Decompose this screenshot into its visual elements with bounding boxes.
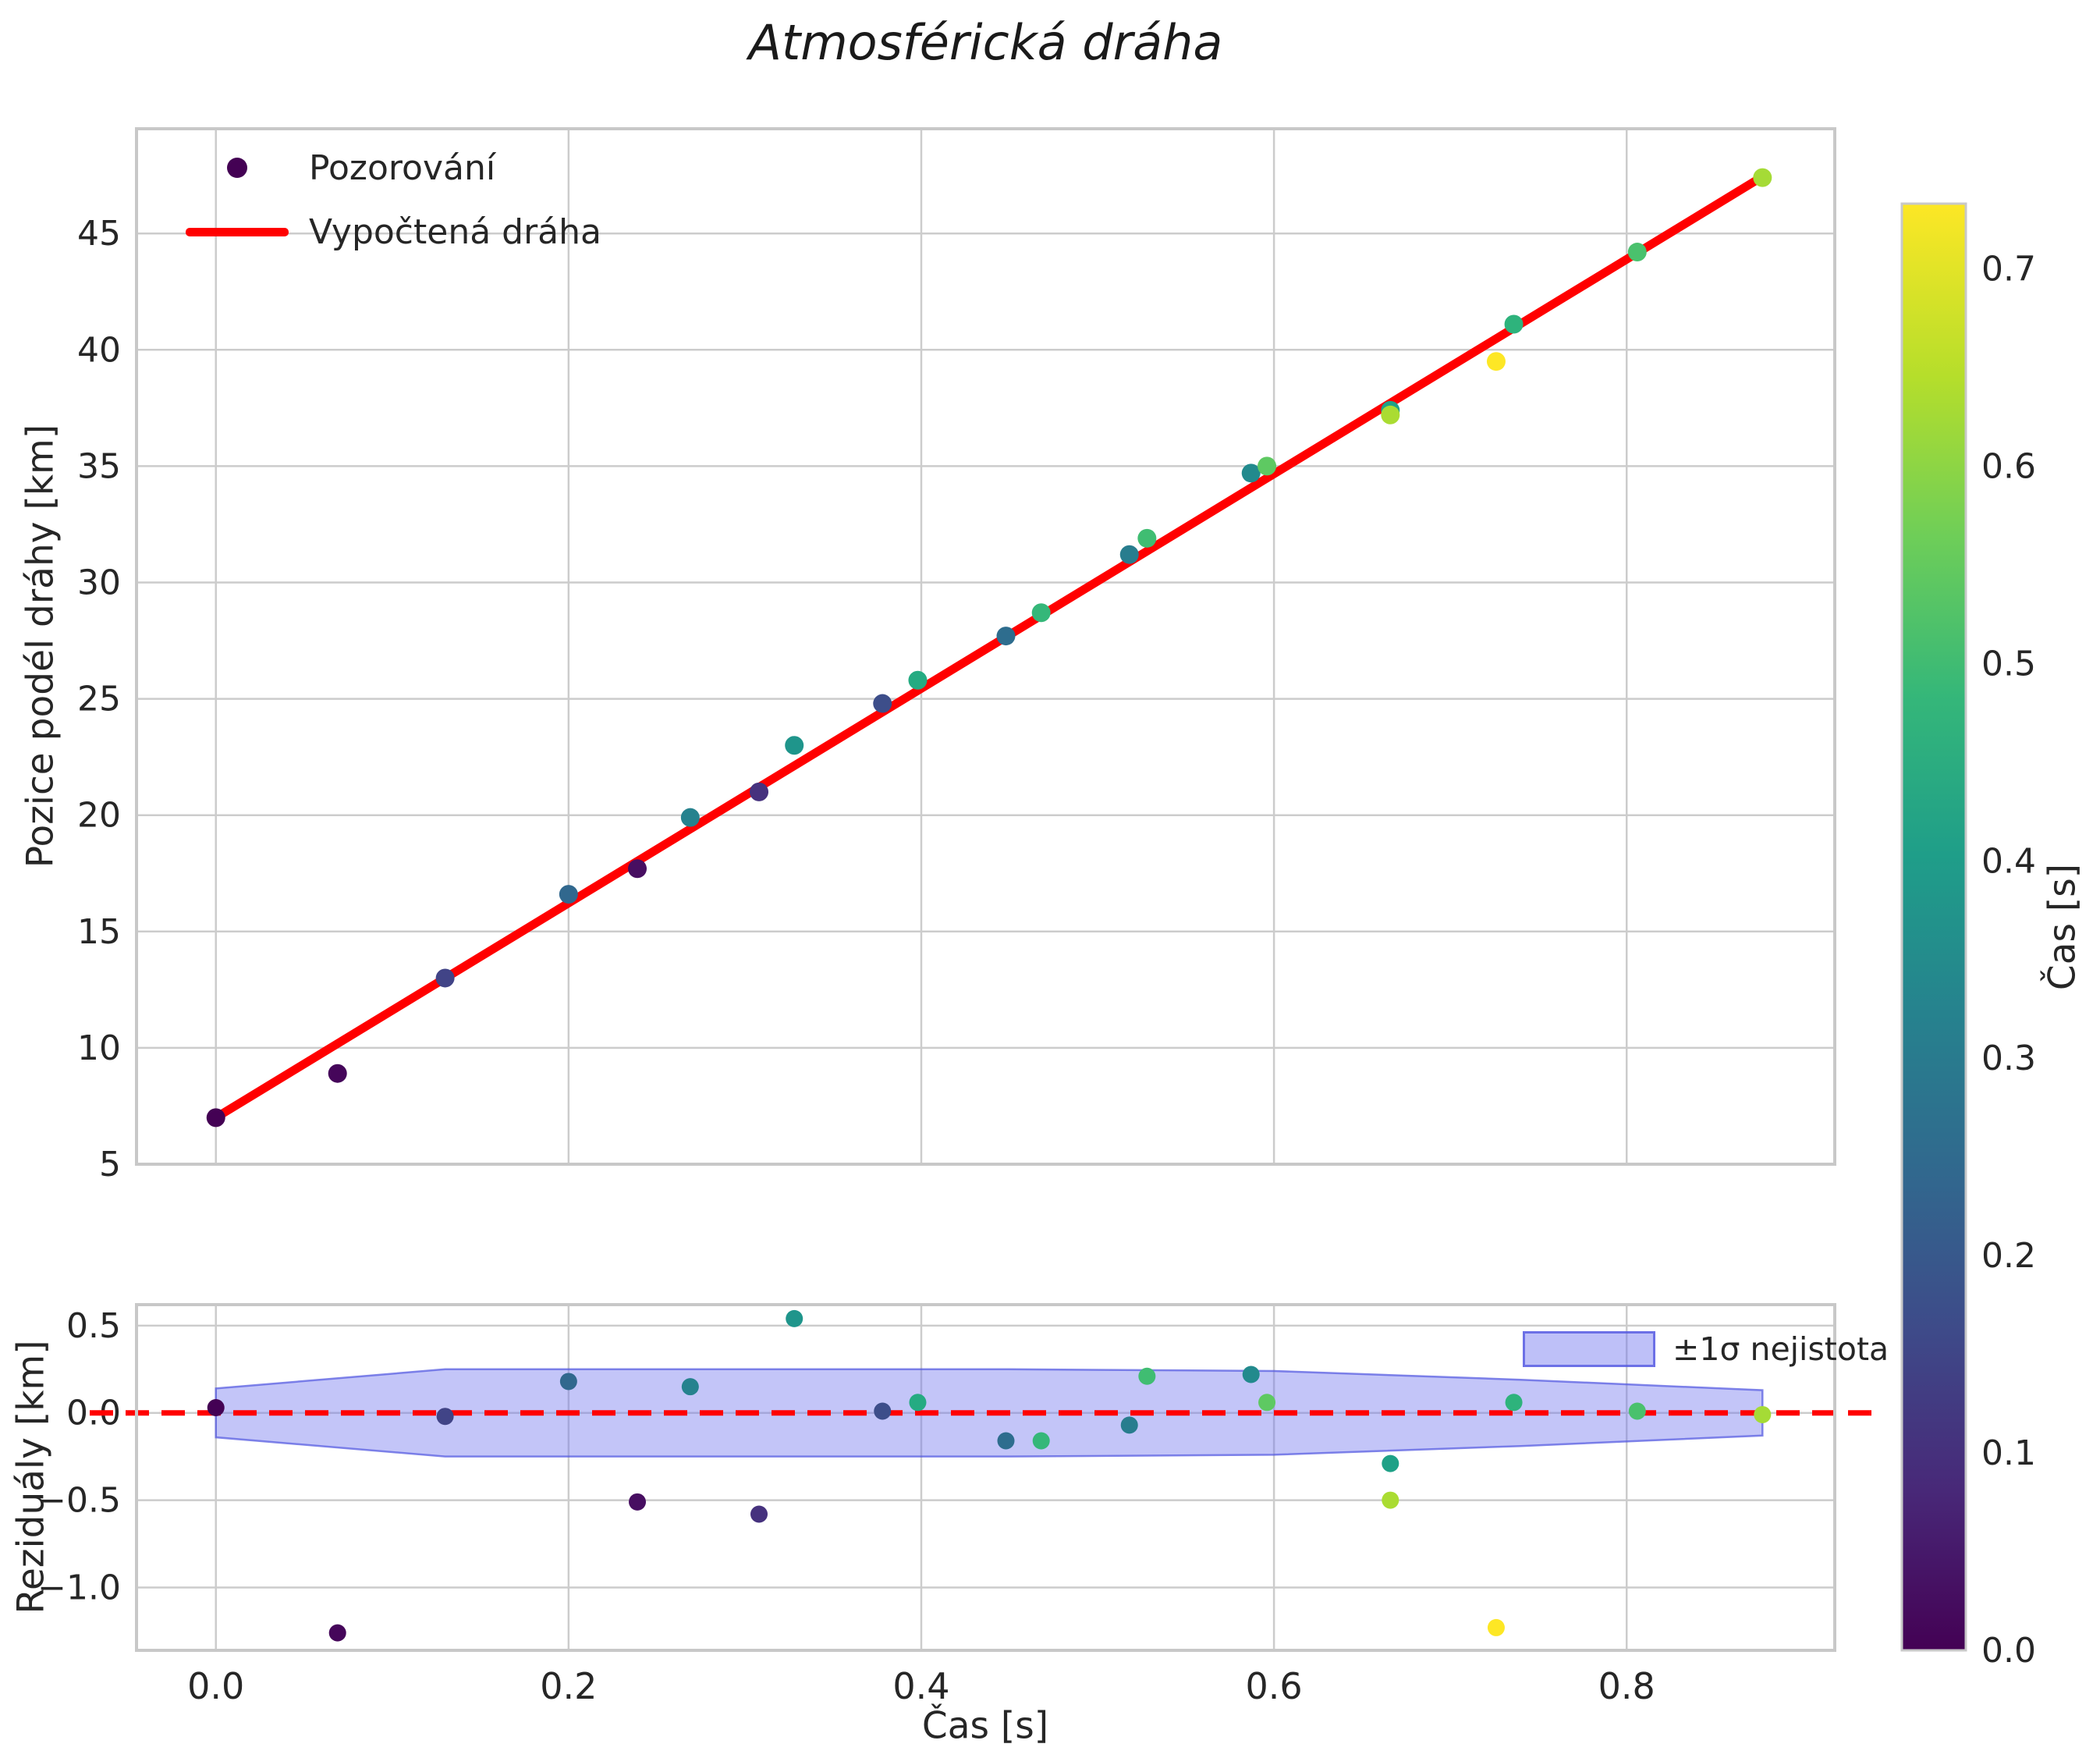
x-tick-label: 0.6 [1246, 1665, 1303, 1707]
x-tick-label: 0.0 [187, 1665, 244, 1707]
observation-point [328, 1064, 347, 1083]
observation-point [1486, 352, 1506, 371]
colorbar-tick-label: 0.3 [1981, 1039, 2036, 1078]
top-y-tick-label: 45 [77, 214, 121, 254]
residual-point [1120, 1416, 1138, 1434]
residual-point [909, 1394, 927, 1412]
x-tick-label: 0.2 [540, 1665, 597, 1707]
legend-item-fit: Vypočtená dráha [186, 209, 601, 254]
colorbar-tick-label: 0.2 [1981, 1236, 2036, 1276]
x-axis-label: Čas [s] [921, 1704, 1049, 1748]
x-tick-label: 0.4 [892, 1665, 949, 1707]
colorbar [1900, 202, 1967, 1652]
observation-point [873, 694, 892, 713]
observation-point [206, 1108, 225, 1128]
observation-point [628, 859, 647, 879]
residual-axes: −1.0−0.50.00.50.0 0.2 0.4 0.6 0.8 [37, 1305, 1882, 1707]
residual-point [874, 1402, 892, 1420]
residual-point [436, 1408, 454, 1426]
legend-item-observations: Pozorování [186, 145, 601, 190]
top-y-tick-label: 5 [99, 1145, 121, 1184]
observation-point [435, 968, 455, 988]
colorbar-tick-label: 0.4 [1981, 841, 2036, 881]
observation-point [559, 885, 578, 904]
observation-point [1241, 463, 1261, 483]
fit-line-icon [186, 227, 289, 236]
top-spines [135, 127, 1836, 1166]
observation-point [750, 782, 769, 801]
uncertainty-band-icon [1523, 1331, 1655, 1367]
residual-point [1382, 1454, 1399, 1472]
observation-point [785, 736, 804, 755]
top-y-tick-label: 30 [77, 563, 121, 602]
residual-point [750, 1505, 768, 1523]
legend-item-label: ±1σ nejistota [1673, 1330, 1889, 1368]
observation-point [1627, 243, 1647, 262]
observation-point [996, 627, 1016, 646]
top-axes: 5 10 15 20 25 30 35 40 45 [77, 129, 1835, 1184]
top-y-tick-label: 25 [77, 680, 121, 719]
legend-item-label: Pozorování [309, 147, 496, 188]
top-y-tick-label: 15 [77, 912, 121, 952]
colorbar-label: Čas [s] [2041, 863, 2084, 991]
observation-point [1753, 168, 1772, 187]
top-y-tick-label: 10 [77, 1028, 121, 1068]
residual-point [1258, 1394, 1276, 1412]
residual-point [207, 1399, 225, 1417]
residual-point [1487, 1618, 1505, 1636]
top-y-tick-label: 35 [77, 446, 121, 486]
observation-point [1031, 603, 1051, 623]
residual-point [1138, 1367, 1156, 1385]
residual-point [1754, 1405, 1772, 1423]
top-y-tick-label: 40 [77, 330, 121, 370]
residual-spines [135, 1303, 1836, 1652]
x-tick-label: 0.8 [1598, 1665, 1655, 1707]
colorbar-tick-label: 0.7 [1981, 249, 2036, 289]
observation-point [1258, 456, 1277, 476]
colorbar-tick-label: 0.0 [1981, 1631, 2036, 1671]
residual-point [328, 1624, 346, 1642]
observation-point [1137, 528, 1157, 548]
legend-item-band: ±1σ nejistota [1523, 1326, 1889, 1372]
residual-point [1628, 1402, 1646, 1420]
residual-point [786, 1309, 803, 1327]
observation-point [1381, 405, 1400, 424]
colorbar-tick-label: 0.1 [1981, 1433, 2036, 1473]
observation-point [1119, 545, 1139, 564]
colorbar-tick-label: 0.5 [1981, 644, 2036, 684]
observation-point [908, 670, 928, 690]
residual-point [559, 1373, 577, 1390]
residual-point [1242, 1366, 1260, 1383]
residual-y-tick-label: −1.0 [37, 1568, 121, 1607]
residual-y-tick-label: −0.5 [37, 1481, 121, 1521]
observation-point [680, 808, 700, 827]
colorbar-tick-label: 0.6 [1981, 446, 2036, 486]
residual-y-tick-label: 0.5 [66, 1306, 121, 1346]
chart-title: Atmosférická dráha [748, 14, 1223, 71]
observations-marker-icon [186, 158, 289, 178]
residual-point [629, 1493, 647, 1511]
residual-point [997, 1432, 1015, 1450]
top-legend: Pozorování Vypočtená dráha [186, 145, 601, 254]
residual-y-axis-label: Reziduály [km] [9, 1340, 53, 1614]
residual-point [681, 1378, 699, 1396]
observation-point [1504, 314, 1524, 334]
top-y-tick-label: 20 [77, 796, 121, 836]
legend-item-label: Vypočtená dráha [309, 211, 601, 252]
residual-point [1032, 1432, 1050, 1450]
fit-line [211, 174, 1764, 1122]
top-y-axis-label: Pozice podél dráhy [km] [19, 424, 62, 868]
residual-point [1382, 1491, 1399, 1509]
residual-legend: ±1σ nejistota [1523, 1326, 1889, 1372]
residual-point [1505, 1394, 1523, 1412]
